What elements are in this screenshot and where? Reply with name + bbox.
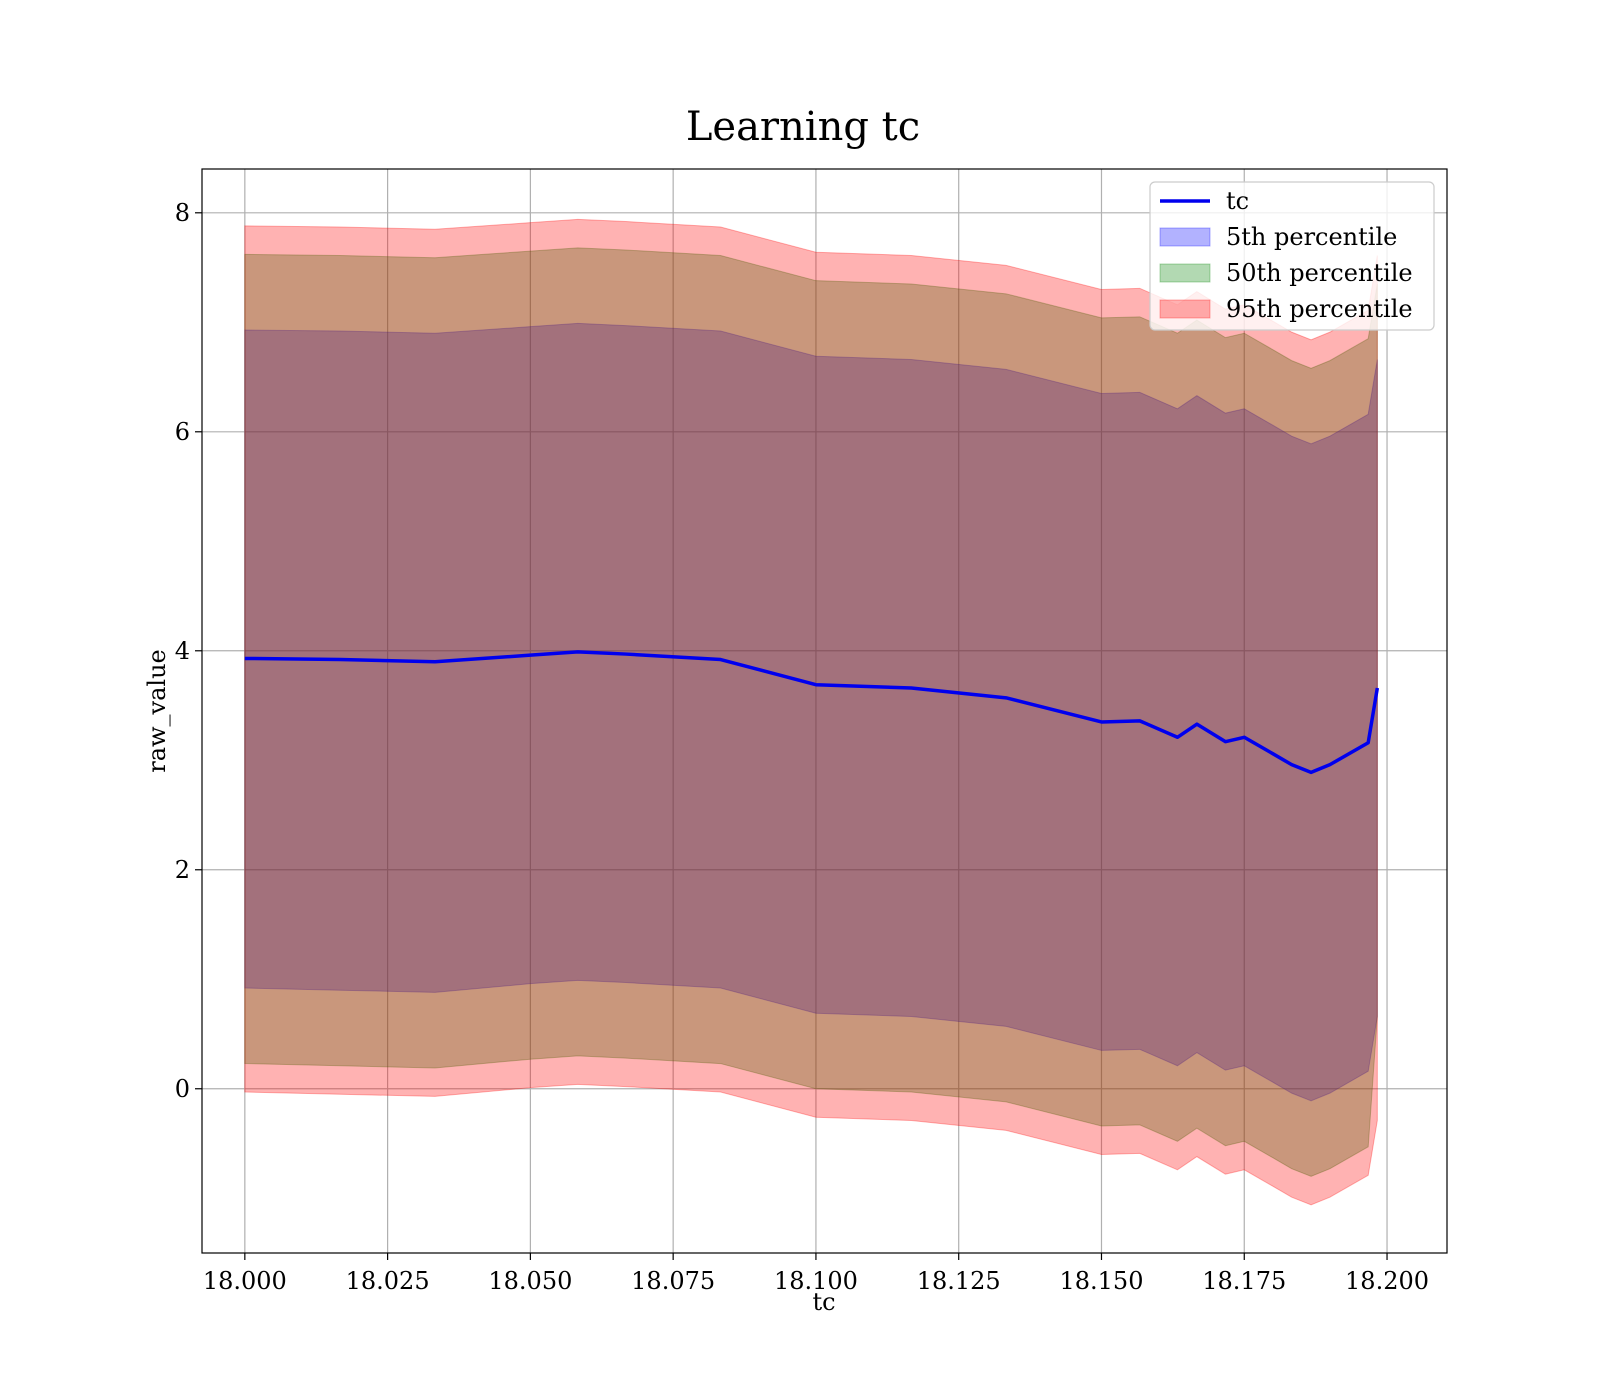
x-tick-label-8: 18.200 — [1345, 1267, 1429, 1295]
chart-title: Learning tc — [686, 104, 920, 150]
legend-label-0: tc — [1226, 187, 1249, 215]
series-lines — [244, 650, 1380, 775]
x-tick-label-7: 18.175 — [1202, 1267, 1286, 1295]
y-tick-label-4: 8 — [175, 199, 190, 227]
legend-swatch-3 — [1159, 299, 1211, 319]
band-2 — [244, 247, 1378, 1177]
legend-label-3: 95th percentile — [1226, 295, 1413, 323]
y-tick-label-2: 4 — [175, 637, 190, 665]
y-tick-label-3: 6 — [175, 418, 190, 446]
x-tick-label-6: 18.150 — [1059, 1267, 1143, 1295]
band-1 — [244, 322, 1378, 1102]
legend: tc 5th percentile 50th percentile 95th perc… — [1149, 181, 1435, 331]
y-axis-label: raw_value — [143, 649, 171, 773]
legend-box — [1149, 181, 1435, 331]
x-tick-label-2: 18.050 — [488, 1267, 572, 1295]
legend-label-2: 50th percentile — [1226, 259, 1413, 287]
plot-frame — [201, 168, 1448, 1254]
x-tick-label-3: 18.075 — [631, 1267, 715, 1295]
series-line-tc — [244, 650, 1380, 775]
x-tick-label-4: 18.100 — [774, 1267, 858, 1295]
x-tick-label-5: 18.125 — [917, 1267, 1001, 1295]
y-tick-label-1: 2 — [175, 856, 190, 884]
legend-swatch-1 — [1159, 227, 1211, 247]
legend-swatch-2 — [1159, 263, 1211, 283]
x-axis-ticks: 18.000 18.025 18.050 18.075 18.100 18.125 18.1… — [203, 1253, 1429, 1295]
x-tick-label-1: 18.025 — [346, 1267, 430, 1295]
y-axis-ticks: 0 2 4 6 8 — [175, 199, 202, 1103]
legend-label-1: 5th percentile — [1226, 223, 1397, 251]
y-tick-label-0: 0 — [175, 1075, 190, 1103]
band-3 — [244, 218, 1378, 1206]
x-axis-label: tc — [812, 1288, 835, 1316]
x-tick-label-0: 18.000 — [203, 1267, 287, 1295]
percentile-bands — [244, 218, 1378, 1206]
